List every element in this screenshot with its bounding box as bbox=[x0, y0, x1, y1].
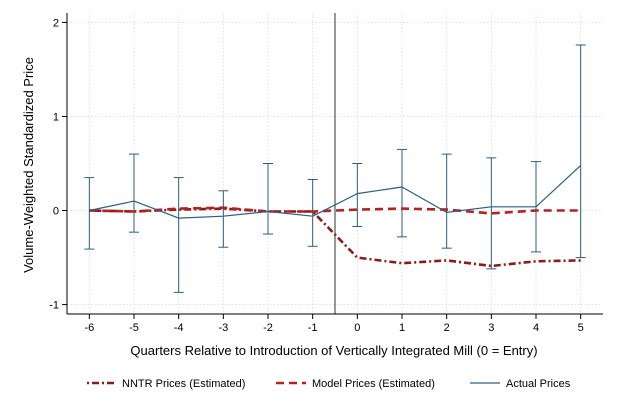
x-tick-label: 1 bbox=[399, 322, 405, 334]
legend-label: Actual Prices bbox=[506, 378, 571, 390]
legend-label: NNTR Prices (Estimated) bbox=[122, 378, 245, 390]
x-tick-label: -4 bbox=[174, 322, 184, 334]
x-tick-label: -6 bbox=[84, 322, 94, 334]
x-axis-title: Quarters Relative to Introduction of Ver… bbox=[130, 343, 537, 358]
y-axis-title: Volume-Weighted Standardized Price bbox=[21, 57, 36, 273]
x-tick-label: 4 bbox=[533, 322, 539, 334]
y-tick-label: 2 bbox=[53, 17, 59, 29]
legend: NNTR Prices (Estimated) Model Prices (Est… bbox=[87, 378, 571, 390]
y-tick-label: 1 bbox=[53, 111, 59, 123]
series-layer bbox=[84, 44, 586, 293]
axes: -6 -5 -4 -3 -2 -1 0 1 2 3 4 5 -1 0 1 2 bbox=[49, 13, 603, 334]
x-tick-label: -5 bbox=[129, 322, 139, 334]
actual-prices-line bbox=[89, 164, 582, 219]
x-tick-label: -1 bbox=[308, 322, 318, 334]
legend-label: Model Prices (Estimated) bbox=[312, 378, 435, 390]
x-tick-label: -3 bbox=[218, 322, 228, 334]
y-tick-label: -1 bbox=[49, 300, 59, 312]
x-tick-label: 5 bbox=[578, 322, 584, 334]
x-tick-label: 3 bbox=[488, 322, 494, 334]
x-tick-label: -2 bbox=[263, 322, 273, 334]
y-tick-label: 0 bbox=[53, 206, 59, 218]
x-tick-label: 0 bbox=[354, 322, 360, 334]
x-tick-label: 2 bbox=[444, 322, 450, 334]
model-prices-estimated-line bbox=[89, 206, 581, 215]
